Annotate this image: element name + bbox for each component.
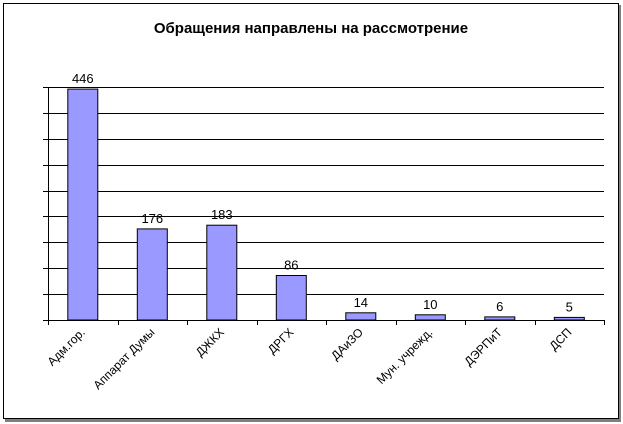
bar [136,228,168,321]
data-label: 176 [141,211,163,226]
data-label: 10 [423,297,437,312]
chart-frame [3,3,619,419]
bar [67,88,99,321]
data-label: 5 [566,299,573,314]
data-label: 14 [354,295,368,310]
bar [275,275,307,321]
bar [345,312,377,321]
data-label: 446 [72,71,94,86]
data-label: 86 [284,258,298,273]
data-label: 183 [211,207,233,222]
data-label: 6 [496,299,503,314]
bar [414,314,446,321]
bar [484,316,516,321]
bar [206,224,238,321]
bar [553,316,585,321]
chart-title: Обращения направлены на рассмотрение [154,20,468,37]
